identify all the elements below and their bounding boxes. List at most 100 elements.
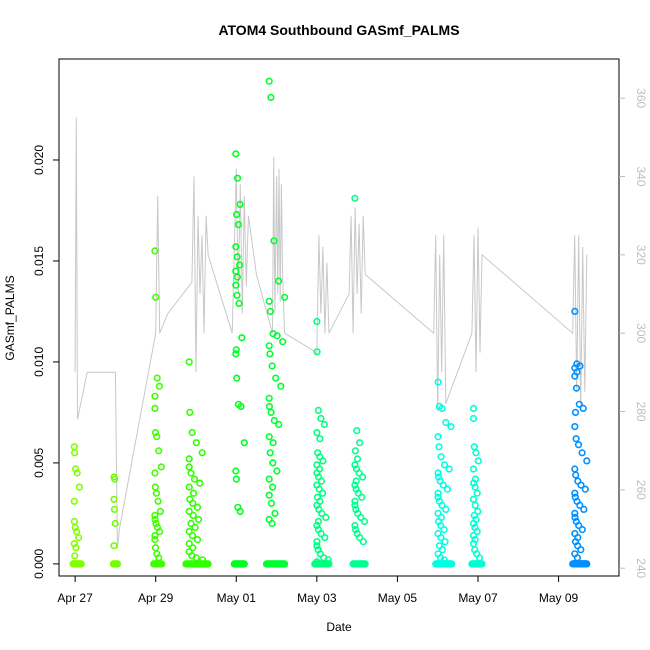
data-point — [275, 420, 283, 429]
data-point — [232, 346, 240, 354]
data-point — [151, 531, 159, 540]
data-point — [70, 540, 78, 548]
data-point — [273, 467, 281, 475]
data-point — [572, 471, 580, 479]
data-point — [474, 507, 482, 516]
data-point — [110, 505, 119, 514]
data-point — [265, 342, 273, 350]
data-point — [70, 449, 79, 457]
data-point — [269, 459, 277, 467]
x-tick-label: May 03 — [297, 591, 337, 605]
data-point — [266, 449, 274, 457]
data-point — [360, 517, 369, 526]
data-point — [151, 404, 159, 413]
data-point — [232, 467, 240, 475]
data-point — [187, 519, 195, 528]
data-point — [575, 400, 583, 408]
data-point — [319, 457, 327, 465]
data-point — [151, 535, 159, 544]
data-point — [437, 521, 445, 530]
data-point — [359, 538, 367, 546]
x-tick-label: May 09 — [539, 591, 579, 605]
data-point — [313, 348, 321, 356]
data-point — [233, 374, 241, 382]
data-point — [351, 481, 359, 489]
data-point — [269, 439, 277, 447]
data-point — [73, 469, 81, 477]
data-point — [315, 485, 323, 493]
data-point — [571, 372, 579, 380]
data-point — [192, 439, 200, 447]
data-point — [271, 509, 279, 518]
data-point — [155, 382, 163, 390]
data-point — [195, 515, 203, 524]
data-point — [277, 382, 285, 390]
data-point — [359, 473, 367, 481]
data-point — [317, 529, 325, 538]
data-point — [440, 461, 449, 469]
data-point — [351, 194, 359, 202]
data-point — [235, 299, 243, 308]
data-point — [153, 374, 161, 382]
y-axis-label: GASmf_PALMS — [3, 275, 17, 360]
data-point — [581, 485, 589, 493]
data-point — [233, 273, 241, 281]
data-point — [578, 449, 586, 457]
data-point — [156, 507, 164, 516]
data-point — [473, 489, 481, 497]
data-point — [193, 535, 202, 544]
x-tick-label: May 01 — [217, 591, 257, 605]
y-tick-label: 0.000 — [32, 549, 46, 579]
data-point — [471, 483, 479, 491]
data-point — [571, 489, 579, 497]
y-tick-label: 0.020 — [32, 145, 46, 175]
data-point — [186, 408, 194, 417]
data-point — [232, 350, 240, 358]
data-point — [351, 447, 360, 455]
y2-tick-label: 360 — [634, 88, 648, 108]
data-point — [267, 499, 276, 507]
data-point — [70, 497, 78, 505]
data-point — [438, 501, 446, 509]
data-point-zero — [325, 560, 333, 568]
data-point — [440, 525, 448, 534]
data-point — [317, 414, 325, 423]
data-point — [265, 475, 273, 483]
data-point — [265, 491, 273, 499]
data-point — [152, 489, 160, 497]
data-point — [156, 527, 164, 536]
data-point — [189, 544, 197, 552]
data-point — [281, 293, 289, 301]
data-point — [316, 435, 324, 443]
data-point — [151, 247, 159, 255]
data-point — [571, 408, 580, 417]
x-tick-label: Apr 29 — [138, 591, 174, 605]
data-point — [152, 293, 160, 301]
data-point — [470, 443, 478, 451]
data-point — [574, 441, 583, 449]
data-point — [269, 483, 277, 491]
data-point — [571, 513, 579, 522]
data-point-zero — [113, 560, 121, 568]
data-point — [353, 455, 362, 463]
data-point — [154, 497, 162, 505]
data-point — [232, 281, 240, 289]
data-point — [190, 489, 198, 497]
x-axis: Apr 27 Apr 29 May 01 May 03 May 05 May 07 May … — [57, 576, 579, 605]
data-point — [151, 544, 160, 552]
data-point — [313, 542, 321, 550]
data-point — [571, 509, 579, 518]
data-point — [74, 533, 83, 542]
data-point — [318, 509, 326, 518]
x-tick-label: Apr 27 — [57, 591, 93, 605]
data-point — [434, 469, 442, 477]
data-point — [313, 429, 321, 437]
y2-tick-label: 340 — [634, 166, 648, 186]
data-point — [434, 489, 442, 497]
data-point — [577, 481, 585, 489]
data-point — [442, 418, 450, 427]
data-point — [268, 519, 276, 528]
x-tick-label: May 05 — [378, 591, 418, 605]
data-point — [351, 497, 359, 505]
data-point — [233, 210, 241, 219]
